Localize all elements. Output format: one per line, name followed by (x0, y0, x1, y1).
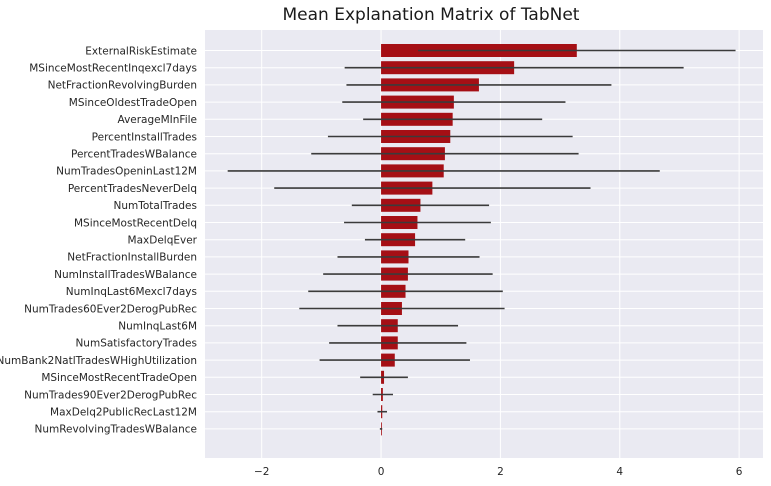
y-tick-label: NumRevolvingTradesWBalance (34, 424, 197, 436)
y-tick-label: MaxDelqEver (128, 235, 198, 247)
y-tick-label: NetFractionRevolvingBurden (48, 80, 197, 92)
y-tick-label: NumTrades90Ever2DerogPubRec (24, 389, 197, 401)
x-tick-label: 0 (378, 466, 385, 478)
x-tick-label: 4 (616, 466, 623, 478)
y-tick-label: MSinceMostRecentInqexcl7days (29, 63, 197, 75)
y-tick-label: PercentTradesNeverDelq (68, 183, 197, 195)
y-tick-label: MSinceOldestTradeOpen (69, 97, 197, 109)
y-tick-label: NumBank2NatlTradesWHighUtilization (0, 355, 197, 367)
plot-background (205, 30, 763, 458)
y-tick-label: ExternalRiskEstimate (85, 45, 197, 57)
y-tick-label: NumTradesOpeninLast12M (56, 166, 197, 178)
plot-area: ExternalRiskEstimate MSinceMostRecentInqe… (0, 30, 763, 478)
y-tick-label: NetFractionInstallBurden (67, 252, 197, 264)
y-tick-label: NumTrades60Ever2DerogPubRec (24, 303, 197, 315)
y-tick-label: NumInqLast6Mexcl7days (66, 286, 197, 298)
x-tick-label: −2 (254, 466, 269, 478)
x-tick-label: 6 (736, 466, 743, 478)
y-tick-label: NumInstallTradesWBalance (54, 269, 197, 281)
y-tick-label: MSinceMostRecentTradeOpen (41, 372, 197, 384)
y-tick-label: AverageMInFile (118, 114, 198, 126)
y-tick-label: MSinceMostRecentDelq (74, 217, 197, 229)
y-tick-label: PercentInstallTrades (92, 131, 197, 143)
y-tick-label: PercentTradesWBalance (71, 149, 197, 161)
y-tick-label: NumInqLast6M (118, 321, 197, 333)
chart-title: Mean Explanation Matrix of TabNet (283, 5, 580, 25)
x-tick-label: 2 (497, 466, 504, 478)
y-tick-label: MaxDelq2PublicRecLast12M (50, 407, 197, 419)
y-tick-label: NumSatisfactoryTrades (75, 338, 197, 350)
y-tick-label: NumTotalTrades (114, 200, 197, 212)
